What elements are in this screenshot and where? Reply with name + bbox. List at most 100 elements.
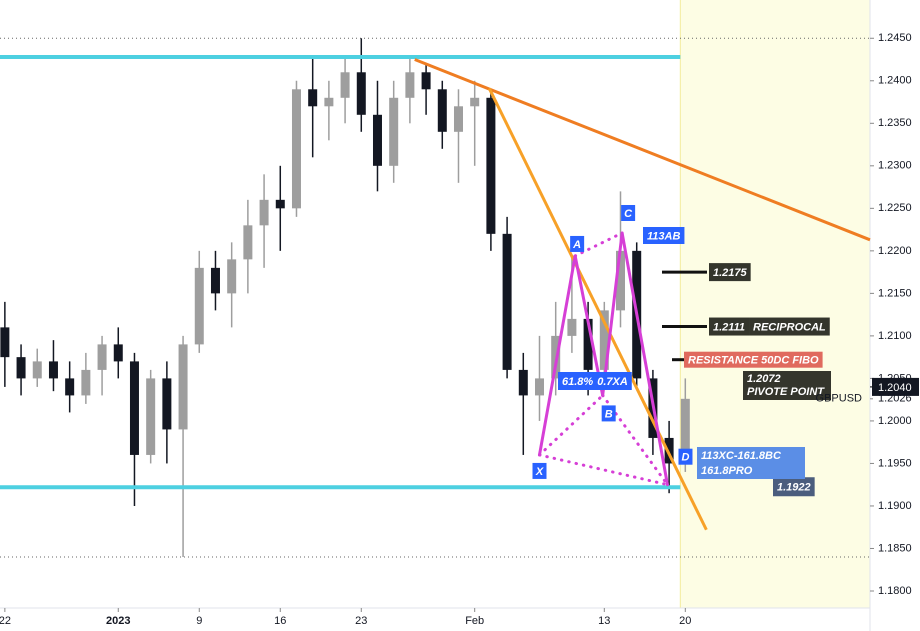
pattern-line: [620, 231, 669, 487]
candle-body: [32, 361, 42, 379]
candle-body: [680, 398, 690, 464]
future-zone: [680, 0, 870, 608]
candle-body: [113, 344, 123, 362]
y-tick-label: 1.2150: [878, 287, 912, 299]
candle-body: [534, 378, 544, 396]
candle-body: [421, 72, 431, 90]
candle-body: [470, 97, 480, 107]
pattern-note: 61.8%: [562, 376, 593, 388]
level-label: 1.2175: [713, 267, 748, 279]
x-tick-label: Feb: [465, 615, 484, 627]
candle-body: [389, 97, 399, 166]
pattern-note: 113AB: [647, 230, 680, 242]
candle-body: [146, 378, 156, 455]
last-price-label: 1.2040: [878, 382, 912, 394]
candle-body: [567, 318, 577, 336]
candle-body: [275, 199, 285, 209]
symbol-name: GBPUSD: [816, 393, 863, 405]
y-tick-label: 1.2300: [878, 160, 912, 172]
pattern-dotted-line: [573, 231, 624, 258]
candle-body: [210, 267, 220, 294]
pattern-point-label: A: [572, 239, 581, 251]
hline-label-box: [773, 477, 815, 497]
candle-body: [259, 199, 269, 226]
y-tick-label: 1.2350: [878, 117, 912, 129]
pattern-point-label: C: [624, 208, 633, 220]
level-tag: RECIPROCAL: [753, 321, 826, 333]
level-tag: RESISTANCE 50DC FIBO: [688, 355, 819, 367]
pattern-point-box: [532, 462, 547, 479]
candle-body: [243, 225, 253, 260]
pattern-note-box: [558, 372, 598, 390]
pattern-point-box: [621, 204, 636, 221]
candle-body: [308, 89, 318, 107]
pattern-point-box: [678, 448, 693, 465]
y-tick-label: 1.2000: [878, 415, 912, 427]
y-tick-label: 1.1950: [878, 457, 912, 469]
y-tick-label: 1.2400: [878, 75, 912, 87]
pattern-dotted-line: [601, 393, 669, 487]
pattern-line: [537, 254, 577, 457]
level-note: PIVOTE POINT: [747, 386, 825, 398]
pattern-note: 161.8PRO: [701, 465, 753, 477]
candle-body: [324, 97, 334, 107]
symbol-price-label: 1.2026: [878, 393, 912, 405]
candle-body: [453, 106, 463, 132]
hline-label: 1.1922: [777, 482, 811, 494]
candle-body: [178, 344, 188, 430]
x-tick-label: 20: [679, 615, 691, 627]
pattern-point-label: B: [605, 408, 613, 420]
pattern-point-box: [570, 235, 585, 252]
candle-body: [599, 310, 609, 370]
pattern-dotted-line: [537, 393, 605, 457]
pattern-note-box: [593, 372, 632, 390]
candle-body: [162, 378, 172, 430]
pattern-note-box: [697, 447, 805, 479]
candle-body: [81, 369, 91, 396]
y-tick-label: 1.1800: [878, 585, 912, 597]
pattern-note: 0.7XA: [597, 376, 628, 388]
level-label-box: [743, 371, 831, 400]
candle-body: [0, 327, 10, 358]
candle-body: [129, 361, 139, 455]
y-tick-label: 1.1900: [878, 500, 912, 512]
candle-body: [405, 72, 415, 98]
level-tag-box: [684, 351, 823, 368]
candle-body: [583, 318, 593, 370]
level-label: 1.2111: [713, 321, 745, 333]
trend-line: [487, 87, 708, 531]
candle-body: [486, 97, 496, 234]
x-tick-label: 22: [0, 615, 11, 627]
last-price-box: [872, 377, 919, 396]
x-tick-label: 16: [274, 615, 286, 627]
pattern-dotted-line: [537, 453, 669, 487]
pattern-point-label: X: [535, 466, 544, 478]
x-tick-label: 9: [196, 615, 202, 627]
y-tick-label: 1.1850: [878, 542, 912, 554]
level-label-box: [709, 263, 751, 282]
y-tick-label: 1.2200: [878, 245, 912, 257]
pattern-point-label: D: [682, 452, 690, 464]
x-tick-label: 23: [355, 615, 367, 627]
x-tick-label: 13: [598, 615, 610, 627]
candle-body: [518, 369, 528, 396]
candle-body: [372, 114, 382, 166]
candle-body: [356, 72, 366, 115]
candle-body: [65, 378, 75, 396]
level-label-box: [709, 317, 750, 336]
y-tick-label: 1.2250: [878, 202, 912, 214]
candle-body: [502, 233, 512, 370]
candle-body: [227, 259, 237, 294]
y-tick-label: 1.2100: [878, 330, 912, 342]
y-tick-label: 1.2450: [878, 32, 912, 44]
candle-body: [340, 72, 350, 98]
pattern-note: 113XC-161.8BC: [701, 450, 782, 462]
x-tick-label: 2023: [106, 615, 130, 627]
pattern-line: [601, 231, 624, 397]
level-tag-box: [749, 317, 830, 336]
candle-body: [194, 267, 204, 345]
candle-body: [97, 344, 107, 370]
pattern-note-box: [643, 227, 685, 244]
pattern-point-box: [601, 405, 616, 422]
